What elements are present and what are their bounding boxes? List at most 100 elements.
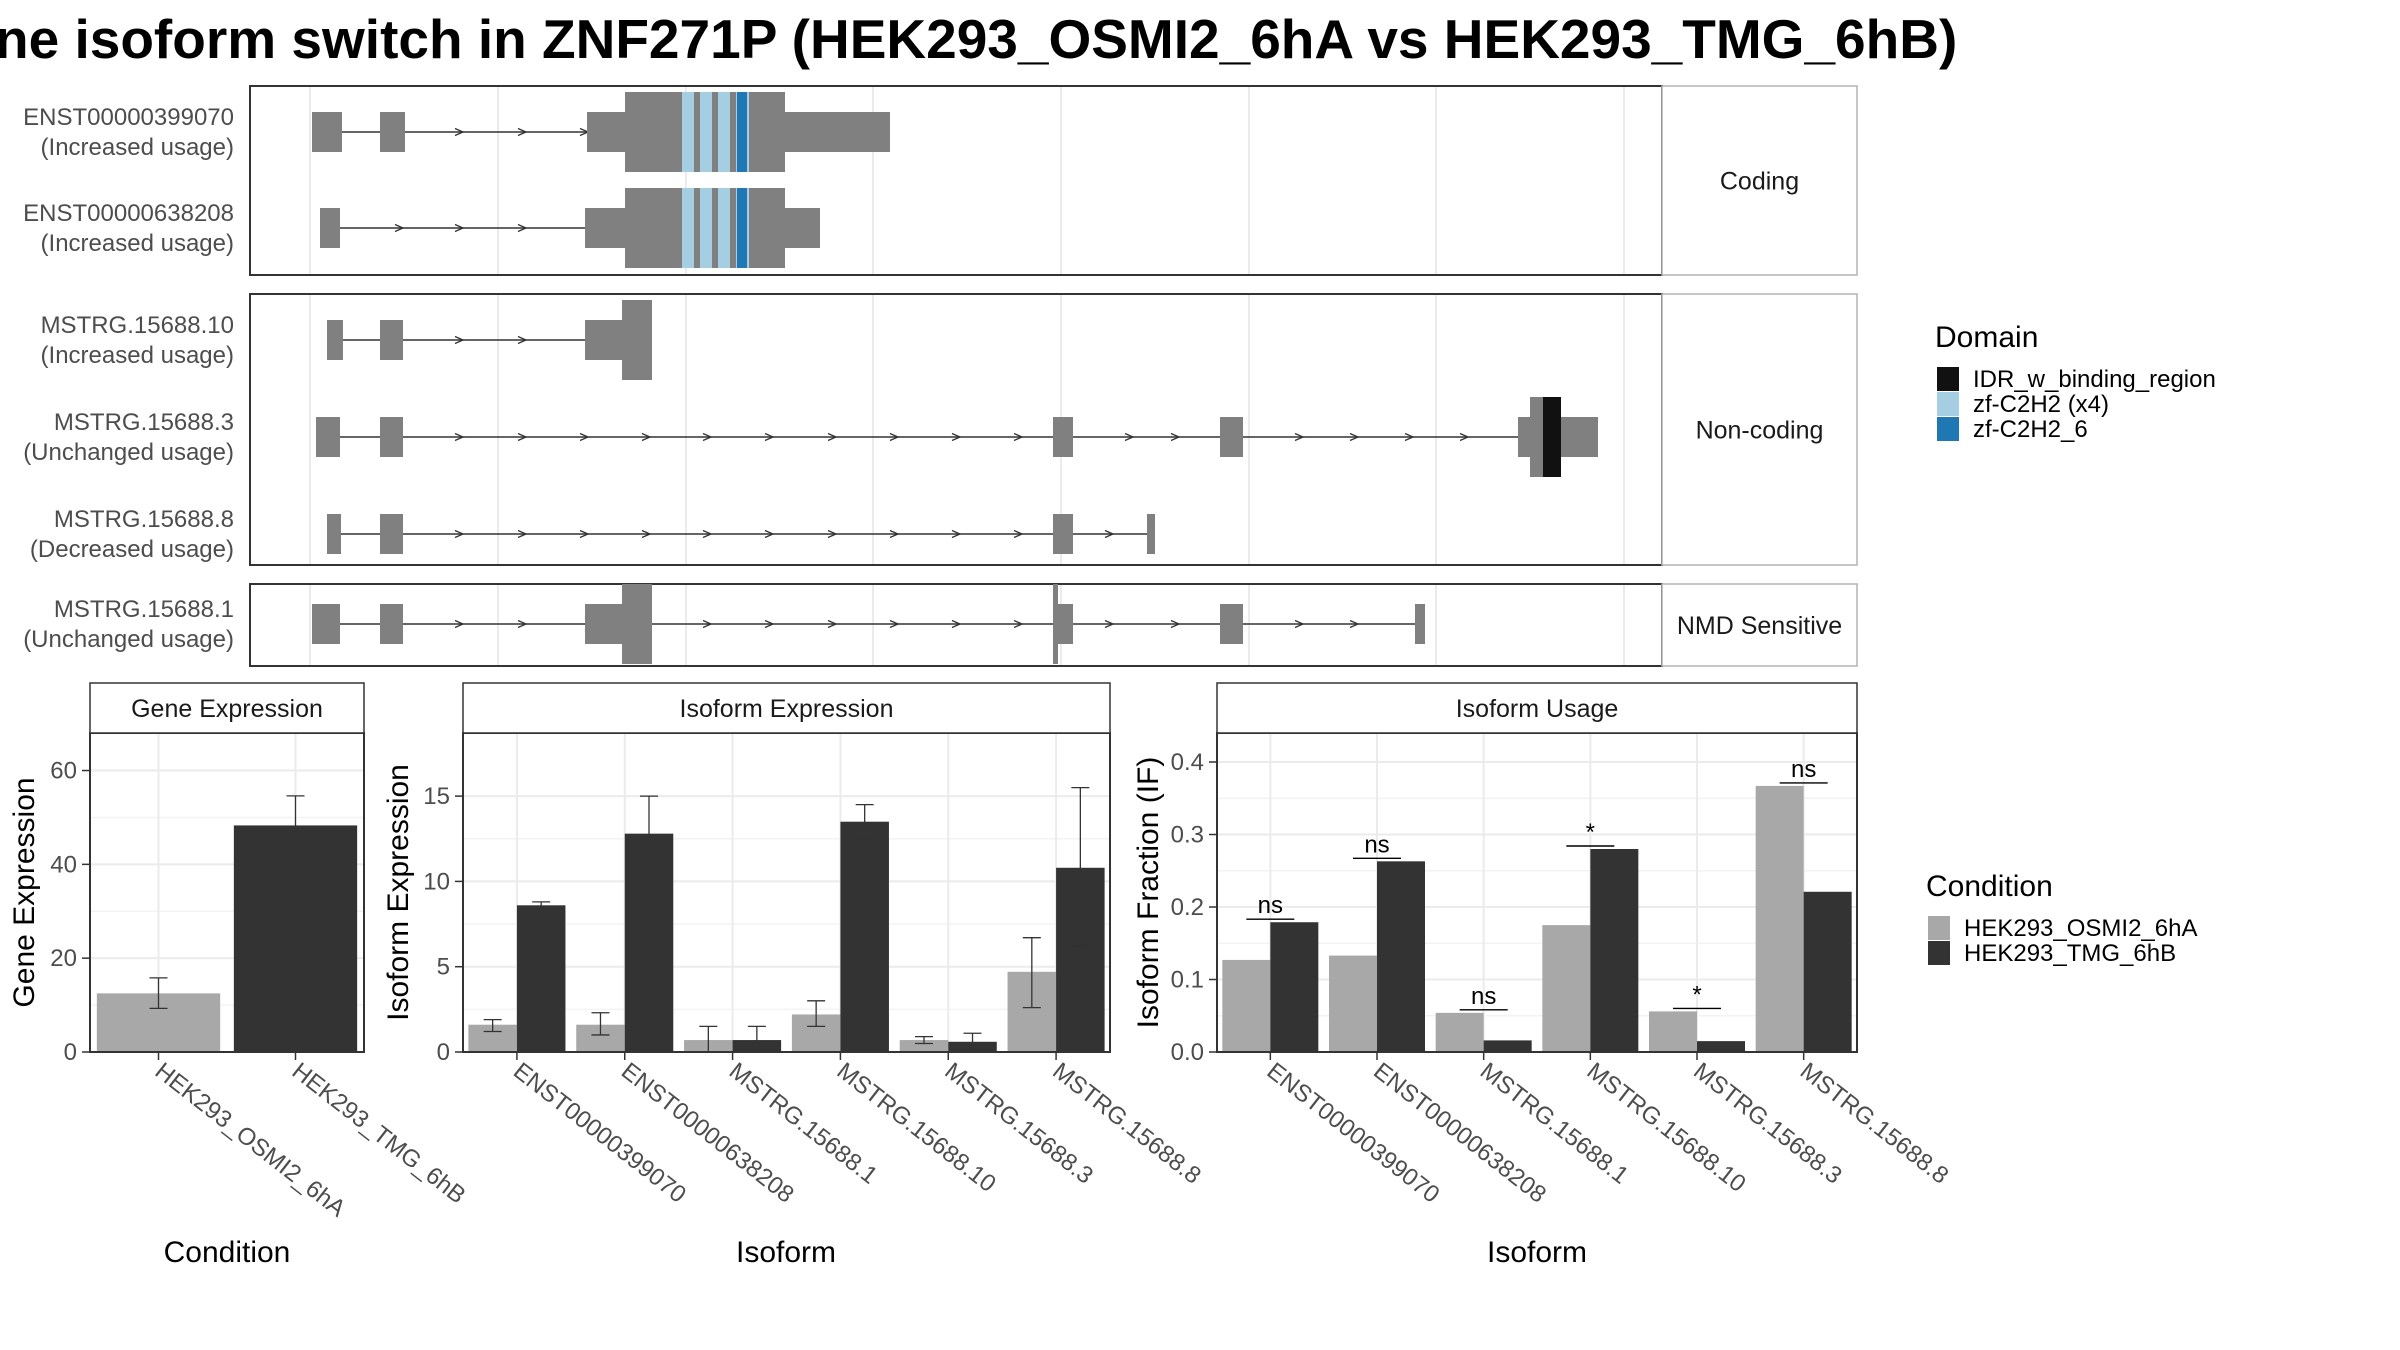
x-tick-label: ENST00000638208 [1368, 1057, 1551, 1208]
exon-block [380, 320, 403, 360]
exon-block [1053, 514, 1073, 554]
isoform-usage-label: (Increased usage) [41, 230, 234, 257]
legend-title: Domain [1935, 321, 2038, 354]
bar [1755, 785, 1804, 1052]
domain-block [718, 92, 730, 172]
legend-swatch [1928, 916, 1950, 940]
exon-block [1058, 604, 1073, 644]
y-tick-label: 0.2 [1171, 894, 1204, 921]
bar [1590, 849, 1639, 1052]
transcript-model [316, 397, 1598, 477]
panel-title: Isoform Usage [1456, 695, 1619, 723]
y-axis-title: Isoform Expression [382, 764, 415, 1021]
strand-arrow [454, 619, 465, 629]
domain-block [737, 92, 747, 172]
legend-label: IDR_w_binding_region [1973, 366, 2216, 393]
exon-block [1518, 417, 1530, 457]
exon-block [380, 112, 405, 152]
strand-arrow [889, 432, 900, 442]
domain-block [700, 92, 712, 172]
significance-label: * [1586, 819, 1595, 846]
exon-block [380, 604, 403, 644]
strand-arrow [827, 432, 838, 442]
strand-arrow [702, 432, 713, 442]
panel-bg [463, 733, 1110, 1052]
x-axis-title: Isoform [736, 1236, 836, 1269]
exon-block [625, 92, 682, 172]
facet-label: Non-coding [1696, 417, 1824, 445]
y-axis-title: Gene Expression [8, 777, 41, 1007]
bar [1483, 1040, 1532, 1052]
facet-strip [1661, 85, 1858, 276]
isoform-id-label: MSTRG.15688.8 [54, 506, 234, 533]
isoform-usage-label: (Unchanged usage) [23, 626, 234, 653]
strand-arrow [517, 432, 528, 442]
bar [1329, 955, 1377, 1052]
facet-strip [1661, 583, 1858, 667]
y-axis-title: Isoform Fraction (IF) [1132, 757, 1165, 1029]
y-tick-label: 0.0 [1171, 1039, 1204, 1066]
exon-block [1147, 514, 1155, 554]
strand-arrow [1349, 432, 1360, 442]
transcript-model [312, 92, 890, 172]
isoform-id-label: MSTRG.15688.3 [54, 409, 234, 436]
panel-title: Isoform Expression [680, 695, 894, 723]
x-axis-title: Isoform [1487, 1236, 1587, 1269]
facet-strip [1661, 293, 1858, 566]
panel-bg [1217, 733, 1857, 1052]
y-tick-label: 0.4 [1171, 749, 1204, 776]
strand-arrow [1349, 619, 1360, 629]
strand-arrow [1104, 529, 1115, 539]
bar [899, 1040, 949, 1052]
bar [1697, 1041, 1745, 1052]
strand-arrow [764, 432, 775, 442]
transcript-model [327, 300, 652, 380]
strand-arrow [517, 619, 528, 629]
exon-block [1053, 417, 1073, 457]
bar [516, 905, 566, 1052]
exon-block [312, 112, 342, 152]
domain-block [737, 188, 747, 268]
y-tick-label: 0 [437, 1039, 450, 1066]
strand-arrow [1294, 619, 1305, 629]
transcript-structure-panel: Coding Non-coding NMD Sensitive ENST0000039… [23, 85, 1858, 667]
exon-block [327, 514, 341, 554]
strand-arrow [517, 127, 528, 137]
strand-arrow [1013, 432, 1024, 442]
isoform-id-label: MSTRG.15688.10 [41, 312, 234, 339]
bar-panels: Gene Expression0204060HEK293_OSMI2_6hAHE… [8, 682, 1954, 1269]
structure-panel-bg [250, 86, 1662, 275]
exon-block [380, 417, 403, 457]
strand-arrow [702, 619, 713, 629]
bar-panel: Isoform Expression 0 5 10 15 ENST00000399070E… [382, 682, 1206, 1269]
exon-block [625, 188, 682, 268]
legend-label: zf-C2H2_6 [1973, 416, 2088, 443]
strand-arrow [641, 529, 652, 539]
bar-panel: ns ns ns * * ns Isoform Usage 0.0 0.1 0.2 0.3 0.4 EN… [1132, 682, 1954, 1269]
strand-arrow [1294, 432, 1305, 442]
strand-arrow [1124, 432, 1135, 442]
strand-arrow [1459, 432, 1470, 442]
x-tick-label: ENST00000399070 [1262, 1057, 1445, 1208]
exon-block [1220, 417, 1243, 457]
domain-block [682, 188, 694, 268]
legend-swatch [1937, 417, 1959, 441]
panel-strip [1216, 682, 1858, 734]
strand-arrow [454, 432, 465, 442]
domain-block [682, 92, 694, 172]
exon-block [1220, 604, 1243, 644]
isoform-usage-label: (Increased usage) [41, 134, 234, 161]
significance-label: ns [1364, 831, 1389, 858]
structure-panel-bg [250, 584, 1662, 666]
significance-label: ns [1258, 892, 1283, 919]
transcript-model [327, 514, 1155, 554]
y-tick-label: 5 [437, 954, 450, 981]
exon-block [585, 320, 622, 360]
figure-title: ne isoform switch in ZNF271P (HEK293_OSM… [0, 8, 1957, 70]
strand-arrow [889, 529, 900, 539]
exon-block [682, 188, 785, 268]
legend-label: HEK293_OSMI2_6hA [1964, 915, 2197, 942]
structure-panel-bg [250, 294, 1662, 565]
